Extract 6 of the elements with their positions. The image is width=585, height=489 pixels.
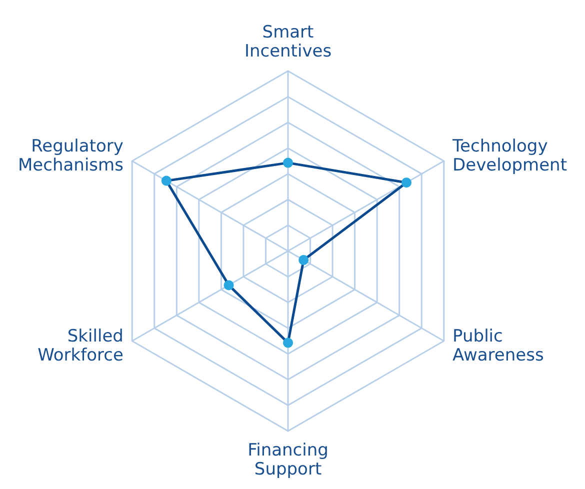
spoke-label: Regulatory Mechanisms (18, 136, 124, 176)
spoke-label: Financing Support (248, 440, 328, 480)
spoke-label: Public Awareness (452, 326, 544, 366)
spoke-label: Smart Incentives (244, 22, 332, 62)
spoke-label: Skilled Workforce (38, 326, 124, 366)
spoke-label: Technology Development (452, 136, 568, 176)
